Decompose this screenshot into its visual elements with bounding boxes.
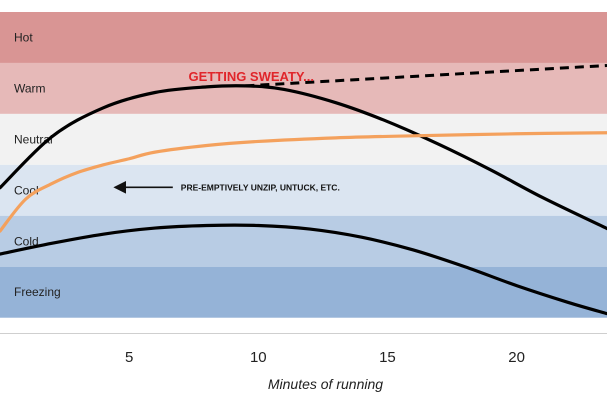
band-freezing xyxy=(0,266,607,318)
band-label-cool: Cool xyxy=(14,183,39,197)
band-label-warm: Warm xyxy=(14,81,46,95)
x-tick-labels: 5 10 15 20 xyxy=(125,349,525,366)
band-cool xyxy=(0,164,607,216)
band-cold xyxy=(0,215,607,267)
series-line-4 xyxy=(0,223,607,316)
band-label-cold: Cold xyxy=(14,234,39,248)
x-tick-label-15: 15 xyxy=(379,349,396,366)
band-hot xyxy=(0,12,607,63)
band-label-hot: Hot xyxy=(14,30,33,44)
x-axis-title: Minutes of running xyxy=(268,376,383,392)
x-tick-label-20: 20 xyxy=(508,349,525,366)
x-tick-label-10: 10 xyxy=(250,349,267,366)
x-tick-label-5: 5 xyxy=(125,349,133,366)
series-line-2 xyxy=(245,64,607,88)
annotation-getting-sweaty: GETTING SWEATY... xyxy=(189,69,314,84)
series-line-1 xyxy=(0,84,607,231)
annotations: GETTING SWEATY... PRE-EMPTIVELY UNZIP, UN… xyxy=(113,69,340,194)
annotation-pre-emptively-unzip-untuck-etc: PRE-EMPTIVELY UNZIP, UNTUCK, ETC. xyxy=(181,182,340,192)
x-axis: 5 10 15 20 Minutes of running xyxy=(0,333,607,392)
series-lines xyxy=(0,64,607,316)
band-label-freezing: Freezing xyxy=(14,285,61,299)
series-line-3 xyxy=(0,131,607,233)
